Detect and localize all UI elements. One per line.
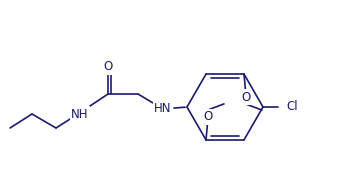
Text: O: O [241,91,251,104]
Text: HN: HN [154,102,172,116]
Text: O: O [203,110,213,123]
Text: O: O [103,61,113,73]
Text: NH: NH [71,107,89,121]
Text: Cl: Cl [286,100,298,114]
